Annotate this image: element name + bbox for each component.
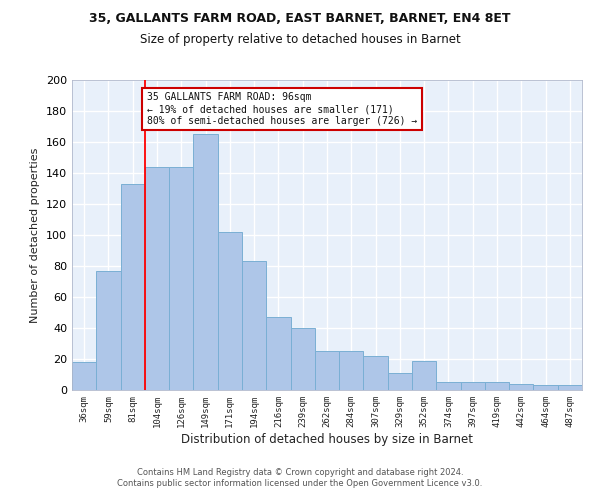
Bar: [145, 167, 169, 390]
Text: Contains HM Land Registry data © Crown copyright and database right 2024.
Contai: Contains HM Land Registry data © Crown c…: [118, 468, 482, 487]
Text: Size of property relative to detached houses in Barnet: Size of property relative to detached ho…: [140, 32, 460, 46]
Bar: [558, 386, 582, 390]
Bar: [169, 167, 193, 390]
X-axis label: Distribution of detached houses by size in Barnet: Distribution of detached houses by size …: [181, 432, 473, 446]
Bar: [266, 317, 290, 390]
Y-axis label: Number of detached properties: Number of detached properties: [31, 148, 40, 322]
Bar: [193, 134, 218, 390]
Bar: [509, 384, 533, 390]
Bar: [72, 362, 96, 390]
Bar: [485, 382, 509, 390]
Text: 35, GALLANTS FARM ROAD, EAST BARNET, BARNET, EN4 8ET: 35, GALLANTS FARM ROAD, EAST BARNET, BAR…: [89, 12, 511, 26]
Bar: [388, 373, 412, 390]
Bar: [412, 360, 436, 390]
Bar: [290, 328, 315, 390]
Bar: [436, 382, 461, 390]
Bar: [121, 184, 145, 390]
Bar: [364, 356, 388, 390]
Bar: [218, 232, 242, 390]
Bar: [315, 351, 339, 390]
Bar: [461, 382, 485, 390]
Text: 35 GALLANTS FARM ROAD: 96sqm
← 19% of detached houses are smaller (171)
80% of s: 35 GALLANTS FARM ROAD: 96sqm ← 19% of de…: [147, 92, 418, 126]
Bar: [533, 386, 558, 390]
Bar: [339, 351, 364, 390]
Bar: [242, 262, 266, 390]
Bar: [96, 270, 121, 390]
